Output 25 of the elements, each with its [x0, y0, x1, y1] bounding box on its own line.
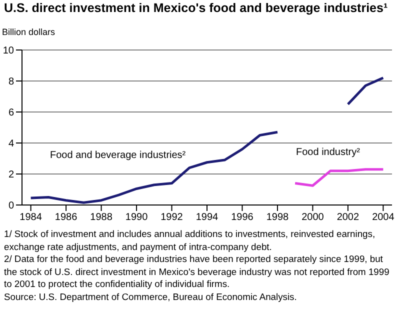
x-tick-label: 1994 [196, 212, 219, 224]
x-tick-label: 2002 [336, 212, 360, 224]
x-tick-label: 1990 [125, 212, 148, 224]
line-series [294, 168, 384, 187]
y-tick-label: 6 [8, 108, 14, 119]
y-tick-label: 10 [2, 46, 14, 57]
chart-title: U.S. direct investment in Mexico's food and beverage industries¹ [4, 1, 388, 15]
x-tick-label: 1996 [231, 212, 254, 224]
text: 2/ Data for the food and beverage industries have been reported separately since 1999, but the stock of U.S. direct investment in Mexico's beverage industry was not reported from 1999 to 2001 to protect the confidentiality of individual firms. [4, 253, 390, 291]
x-tick-label: 1988 [90, 212, 113, 224]
x-tick-label: 1984 [20, 212, 42, 224]
x-tick-label: 1992 [160, 212, 184, 224]
y-tick-label: 8 [8, 76, 14, 88]
x-tick-label: 2000 [302, 212, 324, 224]
y-tick-label: 0 [8, 200, 14, 212]
x-tick-label: 1986 [54, 212, 78, 224]
source-note: Source: U.S. Department of Commerce, Bureau of Economic Analysis. [4, 290, 298, 304]
y-tick-label: 4 [8, 138, 14, 150]
series-label: Food industry² [296, 147, 360, 158]
x-tick-label: 2004 [372, 212, 395, 224]
text: 1/ Stock of investment and includes annual additions to investments, reinvested earnings, exchange rate adjustments, and payment of intra-company debt. [4, 228, 376, 254]
series-label: Food and beverage industries² [50, 150, 186, 161]
y-axis-title: Billion dollars [2, 27, 56, 37]
x-tick-label: 1998 [266, 212, 290, 224]
y-tick-label: 2 [8, 170, 14, 181]
